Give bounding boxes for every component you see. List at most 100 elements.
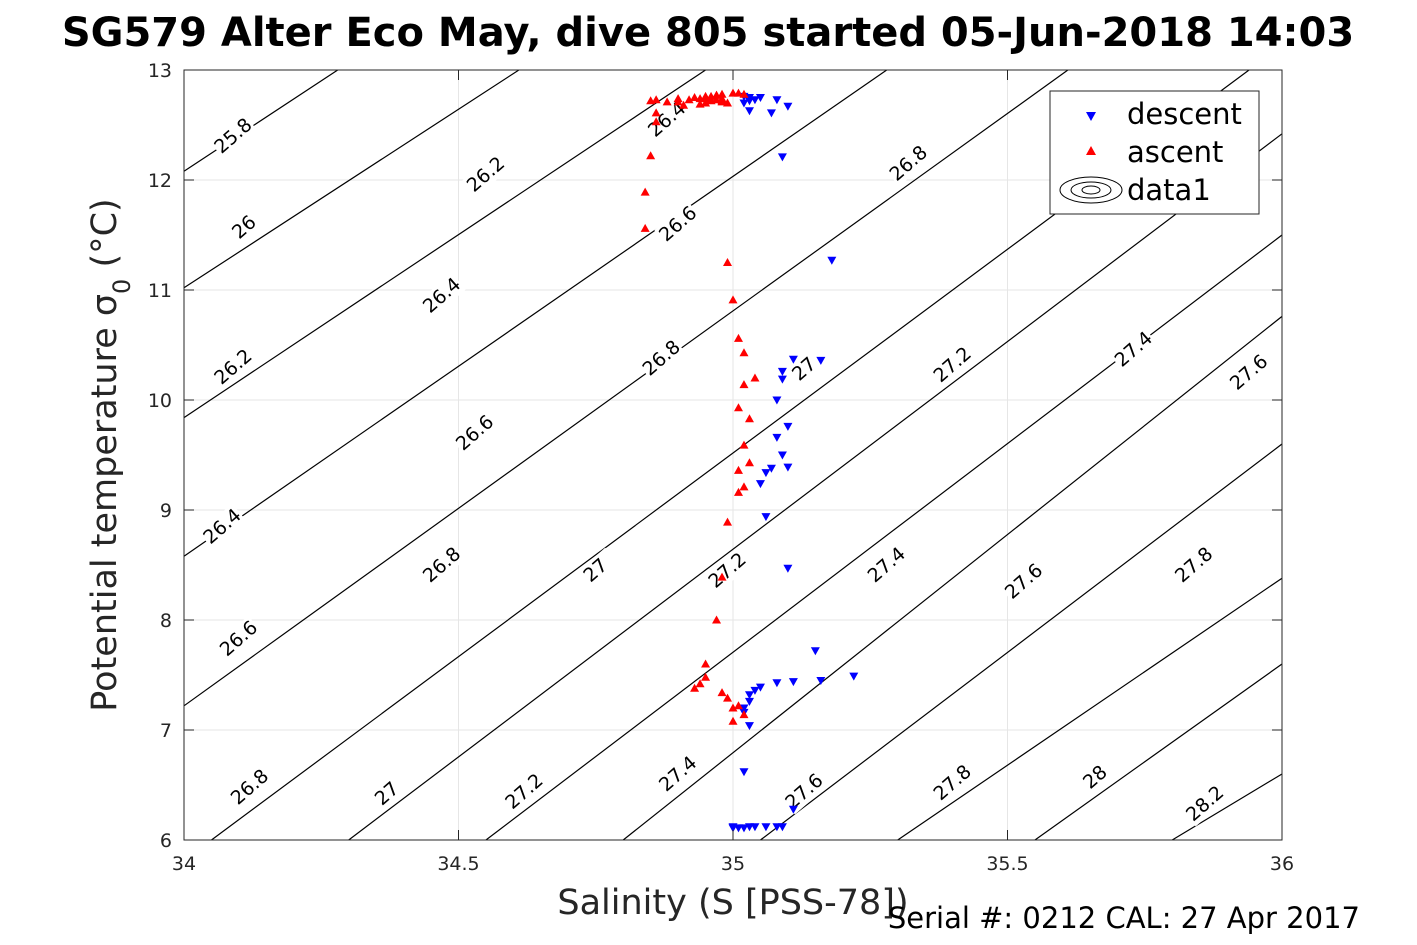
descent-point	[755, 94, 765, 102]
contour-label-mask	[451, 410, 499, 456]
ascent-point	[651, 117, 661, 126]
contour-label-mask	[1109, 326, 1158, 373]
contour-label-mask	[1225, 349, 1273, 396]
descent-point	[744, 691, 754, 700]
ascent-point	[706, 96, 716, 105]
ascent-point	[733, 487, 743, 496]
descent-point	[755, 683, 765, 692]
contour-line-28	[1034, 663, 1283, 841]
descent-point	[777, 375, 787, 384]
contour-label-mask	[209, 344, 258, 390]
x-axis-label: Salinity (S [PSS-78])	[557, 883, 908, 923]
ascent-point	[733, 701, 743, 710]
ascent-point	[739, 348, 749, 357]
descent-point	[744, 107, 754, 116]
descent-point	[744, 97, 754, 106]
ascent-point	[717, 572, 727, 581]
contour-line-28.2	[1171, 773, 1283, 841]
ascent-point	[640, 187, 650, 196]
y-axis-label: Potential temperature σ0 (°C)	[85, 198, 136, 711]
descent-point	[772, 433, 782, 442]
y-tick-label: 7	[160, 720, 172, 742]
x-tick-label: 35.5	[986, 853, 1028, 875]
descent-point	[772, 823, 782, 832]
y-tick-label: 13	[148, 60, 172, 82]
ascent-point	[679, 100, 689, 109]
descent-point	[777, 367, 787, 376]
descent-point	[744, 697, 754, 706]
ascent-point	[723, 258, 733, 266]
ascent-point	[728, 295, 738, 304]
ascent-point	[712, 90, 722, 99]
legend-ascent-marker	[1086, 146, 1096, 155]
ascent-point	[723, 517, 733, 526]
ascent-point	[728, 716, 738, 725]
ascent-point	[733, 333, 743, 342]
contour-label-mask	[500, 768, 549, 815]
ascent-point	[744, 414, 754, 423]
contour-label-mask	[418, 542, 466, 588]
ascent-point	[646, 151, 656, 160]
axis-ticks: 34 34.5 35 35.5 36 6 7 8 9 10 11 12 13	[148, 60, 1294, 875]
legend: descent ascent data1	[1049, 90, 1260, 215]
ascent-point	[712, 95, 722, 104]
contour-labels: 25.826.226.42626.626.82726.426.226.82727…	[198, 96, 1273, 827]
serial-calibration-note: Serial #: 0212 CAL: 27 Apr 2017	[888, 901, 1360, 935]
descent-point	[750, 686, 760, 695]
descent-point	[766, 109, 776, 118]
descent-point	[766, 464, 776, 473]
descent-point	[728, 823, 738, 832]
descent-point	[783, 422, 793, 431]
ascent-point	[695, 679, 705, 688]
ascent-point	[651, 95, 661, 104]
descent-point	[777, 153, 787, 162]
x-tick-label: 36	[1270, 853, 1294, 875]
descent-point	[783, 463, 793, 472]
ascent-point	[739, 482, 749, 491]
ascent-point	[723, 693, 733, 702]
contour-label-mask	[1000, 558, 1048, 605]
contour-label-mask	[1170, 542, 1218, 588]
ascent-point	[728, 703, 738, 712]
contour-label-mask	[571, 547, 620, 594]
contour-line-27.4	[622, 315, 1283, 841]
descent-point	[739, 768, 749, 777]
descent-point	[783, 564, 793, 573]
ascent-point	[701, 98, 711, 107]
legend-box	[1049, 90, 1260, 215]
descent-point	[739, 99, 749, 108]
contour-label-mask	[418, 272, 466, 319]
ascent-point	[733, 403, 743, 412]
descent-point	[772, 396, 782, 405]
ascent-point	[684, 95, 694, 104]
descent-point	[788, 805, 798, 814]
ascent-point	[739, 440, 749, 449]
contour-line-25.8	[183, 69, 339, 172]
contour-label-mask	[220, 204, 269, 251]
contour-label-mask	[215, 615, 263, 662]
ascent-point	[640, 223, 650, 232]
ascent-point	[739, 89, 749, 98]
ascent-point	[733, 465, 743, 474]
contour-label-mask	[1071, 754, 1120, 801]
contour-label-mask	[198, 503, 247, 550]
y-tick-label: 11	[148, 280, 172, 302]
ascent-point	[739, 380, 749, 389]
y-tick-label: 10	[148, 390, 172, 412]
contour-label-mask	[226, 764, 274, 810]
legend-descent-label: descent	[1127, 97, 1242, 131]
contour-label-mask	[703, 547, 752, 594]
descent-point	[788, 355, 798, 364]
y-tick-label: 9	[160, 500, 172, 522]
legend-data1-label: data1	[1127, 173, 1211, 207]
descent-point	[788, 678, 798, 687]
contour-line-26.6	[183, 69, 1069, 707]
descent-point	[755, 480, 765, 489]
contour-label-mask	[462, 151, 510, 198]
descent-point	[777, 451, 787, 460]
data-markers	[640, 88, 859, 833]
contour-label-mask	[780, 768, 829, 815]
ascent-point	[690, 683, 700, 692]
contour-label-mask	[780, 346, 829, 392]
x-tick-label: 35	[721, 853, 745, 875]
